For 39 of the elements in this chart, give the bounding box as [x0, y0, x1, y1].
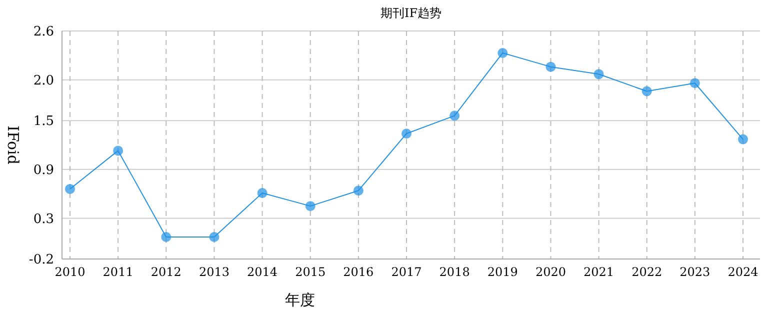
- x-tick-label: 2024: [728, 265, 759, 279]
- x-tick-label: 2010: [54, 265, 86, 279]
- point: [257, 188, 268, 198]
- point: [113, 146, 124, 156]
- point: [498, 48, 508, 58]
- y-tick-label: 2.6: [33, 24, 54, 40]
- y-tick-label: -0.2: [28, 252, 54, 268]
- x-tick-label: 2015: [295, 265, 326, 279]
- point: [353, 186, 364, 196]
- point: [738, 134, 748, 144]
- x-tick-label: 2020: [535, 265, 566, 279]
- y-tick-label: 2.0: [33, 73, 54, 88]
- y-tick-label: 0.3: [33, 212, 54, 227]
- y-axis-title: IFoid: [4, 126, 22, 165]
- point: [546, 62, 556, 72]
- x-tick-label: 2017: [391, 265, 422, 279]
- x-tick-label: 2016: [343, 265, 374, 279]
- x-tick-label: 2013: [198, 265, 230, 279]
- y-tick-label: 1.5: [33, 114, 54, 130]
- point: [65, 184, 75, 194]
- x-tick-label: 2014: [247, 265, 278, 279]
- x-tick-label: 2022: [632, 265, 662, 279]
- point: [305, 201, 316, 212]
- x-tick-label: 2021: [584, 265, 614, 279]
- point: [209, 232, 220, 242]
- x-tick-label: 2023: [680, 265, 710, 279]
- point: [402, 128, 412, 139]
- x-tick-label: 2018: [439, 265, 470, 279]
- chart-title: 期刊IF趋势: [380, 6, 442, 20]
- point: [690, 78, 700, 88]
- x-axis-title: 年度: [285, 291, 315, 309]
- point: [450, 110, 460, 121]
- x-tick-label: 2011: [102, 265, 134, 279]
- point: [642, 86, 652, 96]
- point: [161, 232, 172, 242]
- point: [594, 69, 604, 80]
- x-tick-label: 2012: [150, 265, 182, 279]
- y-tick-label: 0.9: [33, 162, 54, 178]
- x-tick-label: 2019: [487, 265, 518, 279]
